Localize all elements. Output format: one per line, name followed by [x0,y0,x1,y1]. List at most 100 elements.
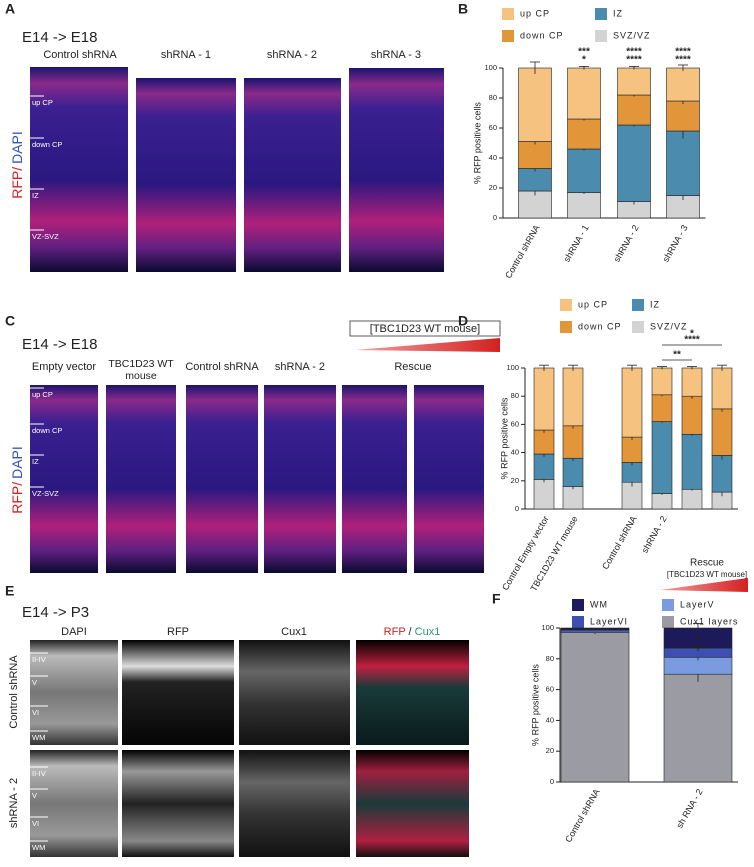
micrograph [136,78,236,272]
y-tick-label: 20 [511,476,519,485]
bar-segment [681,488,703,510]
layer-label: WM [32,733,45,742]
stain-dapi: DAPI [9,131,25,164]
column-header: DAPI [61,626,87,638]
y-tick-label: 40 [546,715,554,724]
layer-label: VI [32,708,39,717]
group-sublabel: [TBC1D23 WT mouse] [667,570,747,579]
layer-label: IZ [32,191,39,200]
micrograph [239,640,350,745]
legend-swatch [502,30,514,42]
layer-label: VI [32,819,39,828]
legend-label: LayerV [680,599,715,609]
bar-segment [663,673,733,783]
micrograph [122,750,234,857]
x-tick-label: Control shRNA [503,223,542,280]
layer-label: up CP [32,390,53,399]
significance: **** [675,55,691,66]
bar-segment [560,627,630,630]
legend-swatch [572,599,584,611]
merge-cux1: Cux1 [415,626,441,638]
stain-dapi: DAPI [9,446,25,479]
x-tick-label: shRNA - 2 [612,223,641,264]
bar-segment [560,632,630,783]
layer-label: VZ-SVZ [32,232,59,241]
column-header: Empty vector [32,361,97,373]
column-header: RFP / Cux1 [384,626,441,638]
x-tick-label: shRNA - 1 [562,223,591,264]
legend-swatch [502,8,514,20]
bar-segment [651,493,673,510]
bar-segment [518,168,552,192]
layer-label: II-IV [32,769,46,778]
stage-label: E14 -> E18 [22,29,97,46]
y-tick-label: 40 [489,153,497,162]
micrograph [30,67,128,272]
y-tick-label: 40 [511,448,519,457]
y-tick-label: 0 [493,213,497,222]
micrograph [122,640,234,745]
merge-sep: / [405,626,414,638]
panel-letter: B [458,1,468,17]
bar-segment [666,67,700,102]
legend-swatch [560,299,572,311]
legend-swatch [632,299,644,311]
bar-segment [562,457,584,487]
bar-segment [562,367,584,427]
y-tick-label: 100 [484,63,497,72]
layer-label: WM [32,843,45,852]
micrograph [414,385,484,573]
x-tick-label: shRNA - 3 [661,223,690,264]
legend-swatch [662,599,674,611]
panel-letter: D [458,313,468,329]
panel-letter: E [5,583,14,599]
x-tick-label: shRNA - 2 [640,514,669,555]
bar-segment [711,367,733,410]
stage-label: E14 -> E18 [22,336,97,353]
micrograph [106,385,176,573]
column-header: shRNA - 1 [161,49,211,61]
dose-triangle [355,338,500,352]
y-axis-label: % RFP positive cells [472,102,482,184]
x-tick-label: sh RNA - 2 [674,787,704,830]
layer-label: V [32,791,37,800]
column-header: shRNA - 3 [371,49,421,61]
y-tick-label: 0 [550,777,554,786]
bar-segment [681,367,703,397]
significance: **** [626,47,642,58]
significance: **** [626,55,642,66]
y-tick-label: 60 [546,685,554,694]
bar-segment [567,148,601,193]
bar-segment [621,436,643,463]
construct-box [349,320,501,337]
bar-segment [711,408,733,456]
micrograph [342,385,407,573]
micrograph [356,640,469,745]
significance: **** [675,47,691,58]
layer-label: VZ-SVZ [32,489,59,498]
legend-label: up CP [578,299,608,309]
bar-segment [562,486,584,510]
micrograph [264,385,336,573]
legend-label: down CP [578,321,622,331]
row-label: Control shRNA [8,655,20,729]
panel-letter: F [492,591,501,607]
x-tick-label: Control shRNA [563,787,602,844]
legend-label: SVZ/VZ [613,30,651,40]
y-tick-label: 20 [489,183,497,192]
bar-segment [567,118,601,150]
bar-segment [518,190,552,219]
y-tick-label: 80 [546,654,554,663]
bar-segment [567,192,601,219]
group-label: Rescue [690,558,724,569]
stain-rfp: RFP/ [9,167,25,199]
micrograph [30,750,118,857]
y-tick-label: 80 [489,93,497,102]
stain-rfp: RFP/ [9,482,25,514]
legend-label: down CP [520,30,564,40]
y-tick-label: 100 [541,623,554,632]
bar-segment [711,455,733,493]
legend-label: up CP [520,8,550,18]
bar-segment [617,94,651,126]
